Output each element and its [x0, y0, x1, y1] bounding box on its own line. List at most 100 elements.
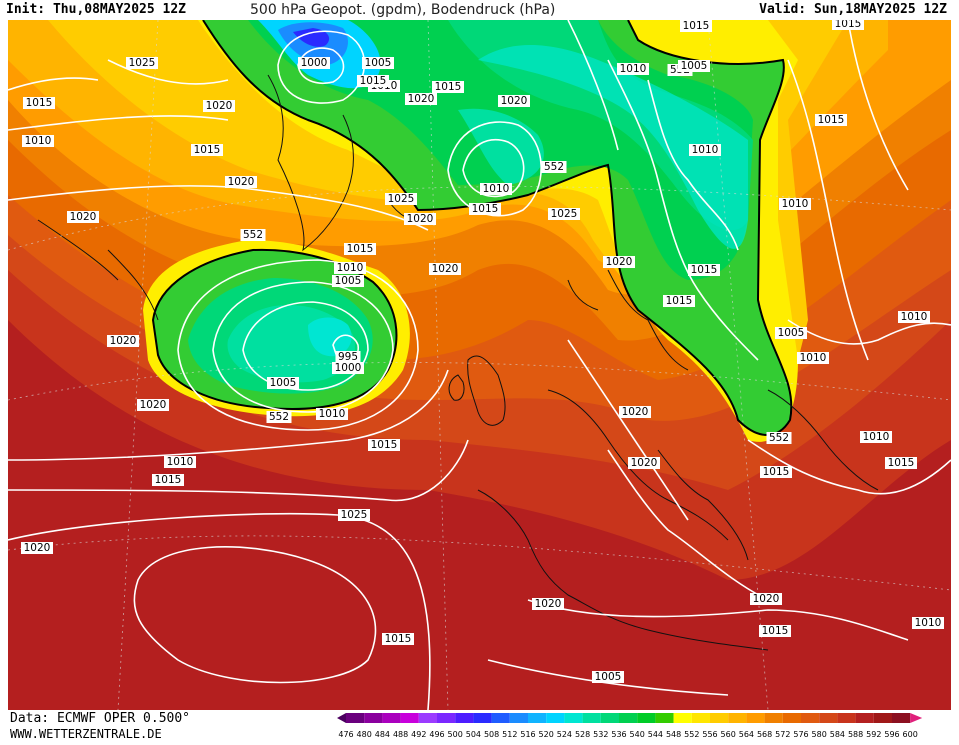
pressure-label-bg: [860, 431, 892, 443]
pressure-label-bg: [779, 198, 811, 210]
pressure-label: 1010: [901, 311, 928, 323]
legend-swatch: [346, 713, 365, 723]
pressure-label: 1015: [371, 439, 398, 451]
legend-tick-label: 528: [575, 730, 590, 739]
legend-swatch: [782, 713, 801, 723]
geopotential-label-bg: [766, 432, 792, 444]
pressure-label: 1010: [337, 262, 364, 274]
pressure-label-bg: [797, 352, 829, 364]
pressure-label-bg: [480, 183, 512, 195]
legend-swatch: [437, 713, 456, 723]
pressure-label: 1015: [691, 264, 718, 276]
legend-tick-label: 512: [502, 730, 517, 739]
pressure-label: 1015: [435, 81, 462, 93]
valid-time: Valid: Sun,18MAY2025 12Z: [759, 2, 947, 17]
pressure-label: 1020: [408, 93, 435, 105]
field-508: [293, 28, 330, 47]
pressure-label: 1005: [365, 57, 392, 69]
color-legend: 476 480 484 488 492 496 500 504 508 512 516 520 524 5…: [336, 711, 956, 741]
legend-tick-label: 536: [611, 730, 626, 739]
pressure-label-bg: [759, 625, 791, 637]
pressure-label-bg: [750, 593, 782, 605]
pressure-label-bg: [368, 439, 400, 451]
legend-swatch: [418, 713, 437, 723]
isobars: [8, 20, 951, 710]
legend-tick-label: 504: [466, 730, 481, 739]
pressure-label-bg: [432, 81, 464, 93]
geopotential-label: 552: [769, 432, 789, 444]
legend-swatch: [491, 713, 510, 723]
legend-swatch: [764, 713, 783, 723]
pressure-label: 1020: [70, 211, 97, 223]
pressure-label: 1015: [26, 97, 53, 109]
legend-tick-label: 600: [903, 730, 918, 739]
legend-tick-label: 524: [557, 730, 572, 739]
contour-552-atlantic: [151, 248, 398, 411]
pressure-label-bg: [362, 57, 394, 69]
legend-tick-label: 556: [702, 730, 717, 739]
pressure-label-bg: [382, 633, 414, 645]
weather-map: 552552552552552 102510151010102010151020…: [8, 20, 951, 710]
geopotential-label-bg: [266, 411, 292, 423]
legend-tick-label: 520: [539, 730, 554, 739]
legend-swatch: [655, 713, 674, 723]
pressure-label: 1020: [228, 176, 255, 188]
pressure-label-bg: [357, 75, 389, 87]
pressure-label-bg: [898, 311, 930, 323]
pressure-label: 1020: [631, 457, 658, 469]
pressure-label: 1000: [301, 57, 328, 69]
pressure-label-bg: [191, 144, 223, 156]
geopotential-label: 552: [243, 229, 263, 241]
pressure-label-bg: [152, 474, 184, 486]
pressure-label: 1025: [129, 57, 156, 69]
legend-swatch: [619, 713, 638, 723]
legend-tick-label: 476: [338, 730, 353, 739]
pressure-label-bg: [22, 135, 54, 147]
pressure-label-bg: [137, 399, 169, 411]
legend-tick-label: 584: [830, 730, 845, 739]
pressure-label: 1015: [347, 243, 374, 255]
pressure-label: 1020: [606, 256, 633, 268]
legend-swatch: [528, 713, 547, 723]
pressure-label-bg: [225, 176, 257, 188]
legend-swatch: [892, 713, 911, 723]
legend-tick-label: 588: [848, 730, 863, 739]
legend-arrow-left: [337, 713, 346, 723]
pressure-label: 1010: [915, 617, 942, 629]
pressure-label: 1010: [620, 63, 647, 75]
legend-arrow-right: [910, 713, 923, 723]
pressure-label-bg: [67, 211, 99, 223]
pressure-label: 1020: [407, 213, 434, 225]
pressure-label: 1005: [681, 60, 708, 72]
pressure-label: 1020: [535, 598, 562, 610]
pressure-label: 1020: [432, 263, 459, 275]
legend-tick-label: 568: [757, 730, 772, 739]
pressure-label: 1010: [167, 456, 194, 468]
pressure-label: 1020: [206, 100, 233, 112]
legend-swatch: [473, 713, 492, 723]
legend-swatch: [746, 713, 765, 723]
map-title: 500 hPa Geopot. (gpdm), Bodendruck (hPa): [250, 2, 556, 18]
pressure-label: 1015: [385, 633, 412, 645]
legend-tick-label: 516: [520, 730, 535, 739]
init-time: Init: Thu,08MAY2025 12Z: [6, 2, 187, 17]
pressure-label-bg: [532, 598, 564, 610]
legend-swatch: [400, 713, 419, 723]
pressure-label: 1010: [863, 431, 890, 443]
pressure-label-bg: [912, 617, 944, 629]
pressure-label: 1005: [335, 275, 362, 287]
pressure-label: 1010: [319, 408, 346, 420]
geopotential-label: 552: [544, 161, 564, 173]
pressure-label-bg: [107, 335, 139, 347]
pressure-label: 1010: [782, 198, 809, 210]
pressure-labels: 1025101510101020101510201020102010201015…: [21, 20, 944, 683]
legend-tick-label: 544: [648, 730, 663, 739]
map-canvas: 552552552552552 102510151010102010151020…: [8, 20, 951, 710]
pressure-label: 1015: [762, 625, 789, 637]
legend-tick-label: 592: [866, 730, 881, 739]
legend-swatch: [600, 713, 619, 723]
pressure-label-bg: [688, 264, 720, 276]
legend-swatch: [582, 713, 601, 723]
pressure-label-bg: [298, 57, 330, 69]
legend-swatch: [564, 713, 583, 723]
